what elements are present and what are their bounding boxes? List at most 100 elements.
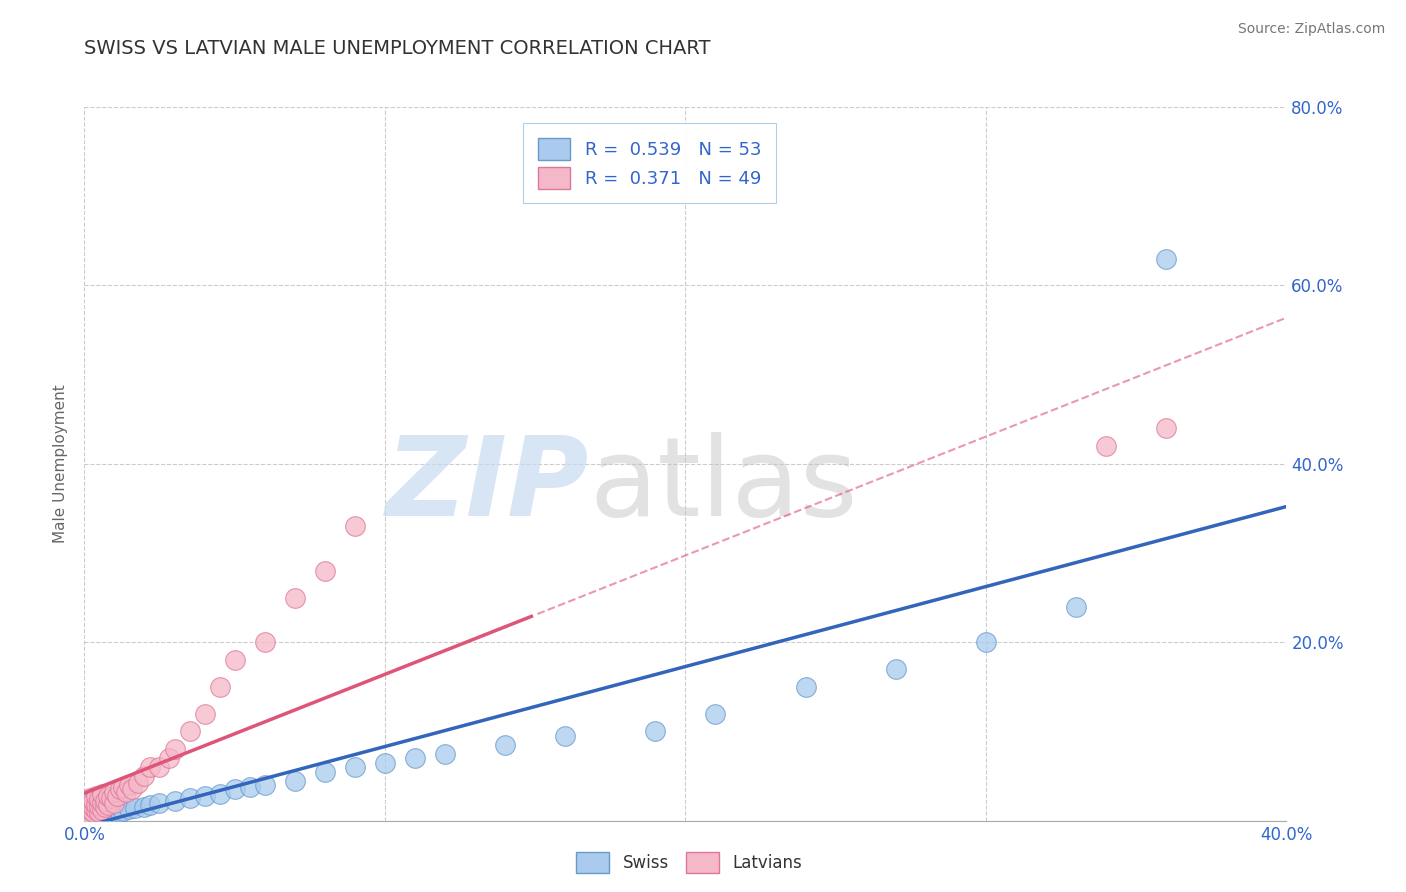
Point [97, 804, 120, 818]
Point [82, 808, 104, 822]
Point [94, 808, 117, 822]
Point [103, 785, 125, 799]
Point [404, 751, 426, 765]
Point [253, 778, 276, 792]
Point [239, 780, 262, 794]
Point [163, 742, 186, 756]
Point [208, 680, 231, 694]
Point [134, 800, 156, 814]
Point [89, 808, 111, 822]
Point [107, 805, 129, 820]
Point [100, 806, 122, 821]
Point [76, 808, 98, 822]
Point [94, 794, 117, 808]
Point [1156, 252, 1178, 266]
Point [139, 797, 162, 812]
Point [112, 780, 135, 794]
Legend: R =  0.539   N = 53, R =  0.371   N = 49: R = 0.539 N = 53, R = 0.371 N = 49 [523, 123, 776, 203]
Text: atlas: atlas [589, 432, 858, 539]
Point [79, 809, 101, 823]
Point [644, 724, 666, 739]
Point [76, 812, 98, 826]
Point [124, 801, 146, 815]
Point [194, 789, 217, 803]
Point [434, 747, 457, 761]
Point [179, 724, 201, 739]
Legend: Swiss, Latvians: Swiss, Latvians [569, 846, 808, 880]
Point [76, 809, 98, 823]
Point [284, 773, 307, 788]
Point [79, 806, 101, 821]
Point [79, 797, 101, 812]
Point [86, 809, 108, 823]
Point [134, 769, 156, 783]
Point [91, 803, 114, 817]
Point [115, 785, 138, 799]
Point [194, 706, 217, 721]
Point [91, 787, 114, 801]
Point [107, 789, 129, 803]
Point [1064, 599, 1087, 614]
Point [110, 805, 132, 819]
Point [100, 791, 122, 805]
Point [314, 564, 336, 578]
Point [112, 804, 135, 818]
Point [76, 800, 98, 814]
Point [284, 591, 307, 605]
Point [82, 794, 104, 808]
Point [79, 791, 101, 805]
Point [704, 706, 727, 721]
Point [91, 809, 114, 823]
Point [224, 653, 246, 667]
Point [89, 805, 111, 819]
Point [103, 796, 125, 810]
Point [89, 810, 111, 824]
Text: SWISS VS LATVIAN MALE UNEMPLOYMENT CORRELATION CHART: SWISS VS LATVIAN MALE UNEMPLOYMENT CORRE… [84, 39, 711, 58]
Point [343, 519, 366, 533]
Point [554, 729, 576, 743]
Point [343, 760, 366, 774]
Point [179, 791, 201, 805]
Point [103, 807, 125, 822]
Point [94, 805, 117, 819]
Point [118, 778, 141, 792]
Point [76, 796, 98, 810]
Point [148, 760, 170, 774]
Point [91, 796, 114, 810]
Point [97, 807, 120, 822]
Point [163, 794, 186, 808]
Point [314, 764, 336, 779]
Point [253, 635, 276, 649]
Point [974, 635, 997, 649]
Point [79, 811, 101, 825]
Point [139, 760, 162, 774]
Point [208, 787, 231, 801]
Text: Source: ZipAtlas.com: Source: ZipAtlas.com [1237, 22, 1385, 37]
Point [82, 810, 104, 824]
Point [374, 756, 396, 770]
Point [148, 796, 170, 810]
Point [121, 782, 143, 797]
Point [157, 751, 180, 765]
Point [76, 810, 98, 824]
Point [91, 806, 114, 821]
Point [94, 800, 117, 814]
Point [86, 797, 108, 812]
Text: ZIP: ZIP [385, 432, 589, 539]
Point [86, 807, 108, 822]
Point [1156, 421, 1178, 435]
Point [103, 803, 125, 817]
Y-axis label: Male Unemployment: Male Unemployment [53, 384, 69, 543]
Point [89, 805, 111, 820]
Point [884, 662, 907, 676]
Point [794, 680, 817, 694]
Point [110, 782, 132, 797]
Point [97, 797, 120, 812]
Point [76, 805, 98, 819]
Point [79, 803, 101, 817]
Point [127, 776, 149, 790]
Point [224, 782, 246, 797]
Point [82, 800, 104, 814]
Point [89, 792, 111, 806]
Point [79, 807, 101, 822]
